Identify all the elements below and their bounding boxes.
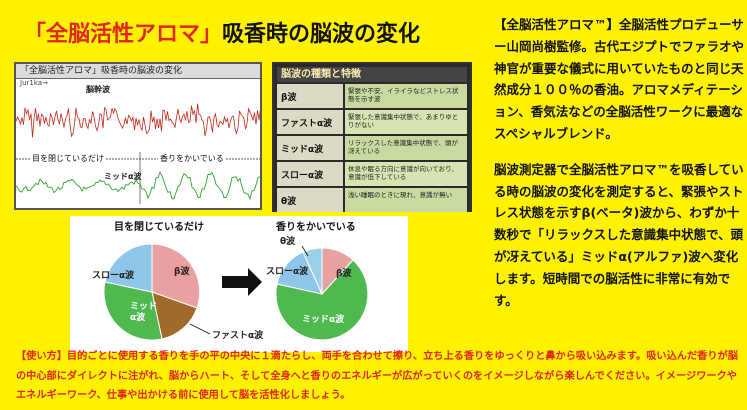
eeg-header: 「全脳活性アロマ」吸香時の脳波の変化 (16, 64, 260, 79)
eeg-waves (16, 103, 260, 204)
eeg-wave-bottom (16, 171, 260, 201)
pie-left-slow (104, 243, 153, 293)
pie-right-slow-label: スローα波 (266, 267, 309, 277)
pie-left-mid (103, 281, 163, 341)
page-title: 「全脳活性アロマ」吸香時の脳波の変化 (24, 16, 420, 48)
wave-desc: リラックスした意識集中状態で、頭が冴えている (345, 136, 467, 160)
pie-right-caption: 香りをかいでいる (276, 222, 356, 233)
table-row: スローα波 休息や眠る方向に意識が向いており、意識が低下している (277, 162, 467, 186)
table-row: θ波 浅い睡眠のときに現れ、意識が無い (277, 188, 467, 212)
eeg-right-caption: 香りをかいでいる (158, 153, 226, 164)
table-row: ファストα波 緊張した意識集中状態で、あまりゆとりがない (277, 110, 467, 134)
description: 【全脳活性アロマ™】全脳活性プロデューサー山岡尚樹監修。古代エジプトでファラオや… (494, 14, 744, 311)
table-row: β波 緊張や不安、イライラなどストレス状態を示す波 (277, 84, 467, 108)
title-highlight: 「全脳活性アロマ」 (24, 22, 223, 47)
wave-name: β波 (277, 84, 343, 108)
wave-name: ファストα波 (277, 110, 343, 134)
wave-types-table: 脳波の種類と特徴 β波 緊張や不安、イライラなどストレス状態を示す波 ファストα… (272, 62, 472, 212)
pie-graphics (103, 243, 369, 341)
pie-left-caption: 目を閉じているだけ (114, 222, 204, 233)
eeg-label-bottom: ミッドα波 (104, 172, 142, 181)
pie-left-fast-label: ファストα波 (212, 331, 264, 341)
wave-name: θ波 (277, 188, 343, 212)
pie-left-beta (151, 243, 201, 309)
usage-text: 【使い方】目的ごとに使用する香りを手の平の中央に１滴たらし、両手を合わせて擦り、… (16, 351, 738, 401)
wave-name: ミッドα波 (277, 136, 343, 160)
wave-name: スローα波 (277, 162, 343, 186)
pie-right-theta (302, 247, 323, 295)
eeg-chart: 「全脳活性アロマ」吸香時の脳波の変化 Jur1ka→ 脳幹波 目を閉じているだけ… (14, 62, 262, 210)
description-paragraph-1: 【全脳活性アロマ™】全脳活性プロデューサー山岡尚樹監修。古代エジプトでファラオや… (494, 17, 745, 141)
title-rest: 吸香時の脳波の変化 (222, 22, 421, 47)
wave-table-header: 脳波の種類と特徴 (277, 67, 467, 82)
arrow-icon (222, 268, 262, 296)
pie-right-beta-label: β波 (336, 269, 352, 279)
eeg-left-caption: 目を閉じているだけ (30, 153, 106, 164)
eeg-label-top: 脳幹波 (86, 85, 110, 94)
pie-right-theta-label: θ波 (280, 237, 296, 247)
eeg-sub-label: Jur1ka→ (20, 79, 48, 87)
pie-left-slow-label: スローα波 (92, 271, 135, 281)
wave-desc: 休息や眠る方向に意識が向いており、意識が低下している (345, 162, 467, 186)
wave-desc: 浅い睡眠のときに現れ、意識が無い (345, 188, 467, 212)
pie-left-mid-label: ミッド α波 (130, 302, 158, 323)
pie-left-beta-label: β波 (174, 267, 190, 277)
wave-desc: 緊張した意識集中状態で、あまりゆとりがない (345, 110, 467, 134)
table-row: ミッドα波 リラックスした意識集中状態で、頭が冴えている (277, 136, 467, 160)
eeg-wave-top (16, 103, 260, 138)
pie-right-mid (275, 259, 369, 341)
pie-right-mid-label: ミッドα波 (302, 315, 345, 325)
wave-desc: 緊張や不安、イライラなどストレス状態を示す波 (345, 84, 467, 108)
pie-comparison: 目を閉じているだけ 香りをかいでいる スローα波 β波 ミッド α波 ファストα… (70, 216, 408, 352)
description-paragraph-2: 脳波測定器で全脳活性アロマ™を吸香している時の脳波の変化を測定すると、緊張やスト… (494, 161, 744, 308)
pie-left-fast (151, 291, 198, 340)
